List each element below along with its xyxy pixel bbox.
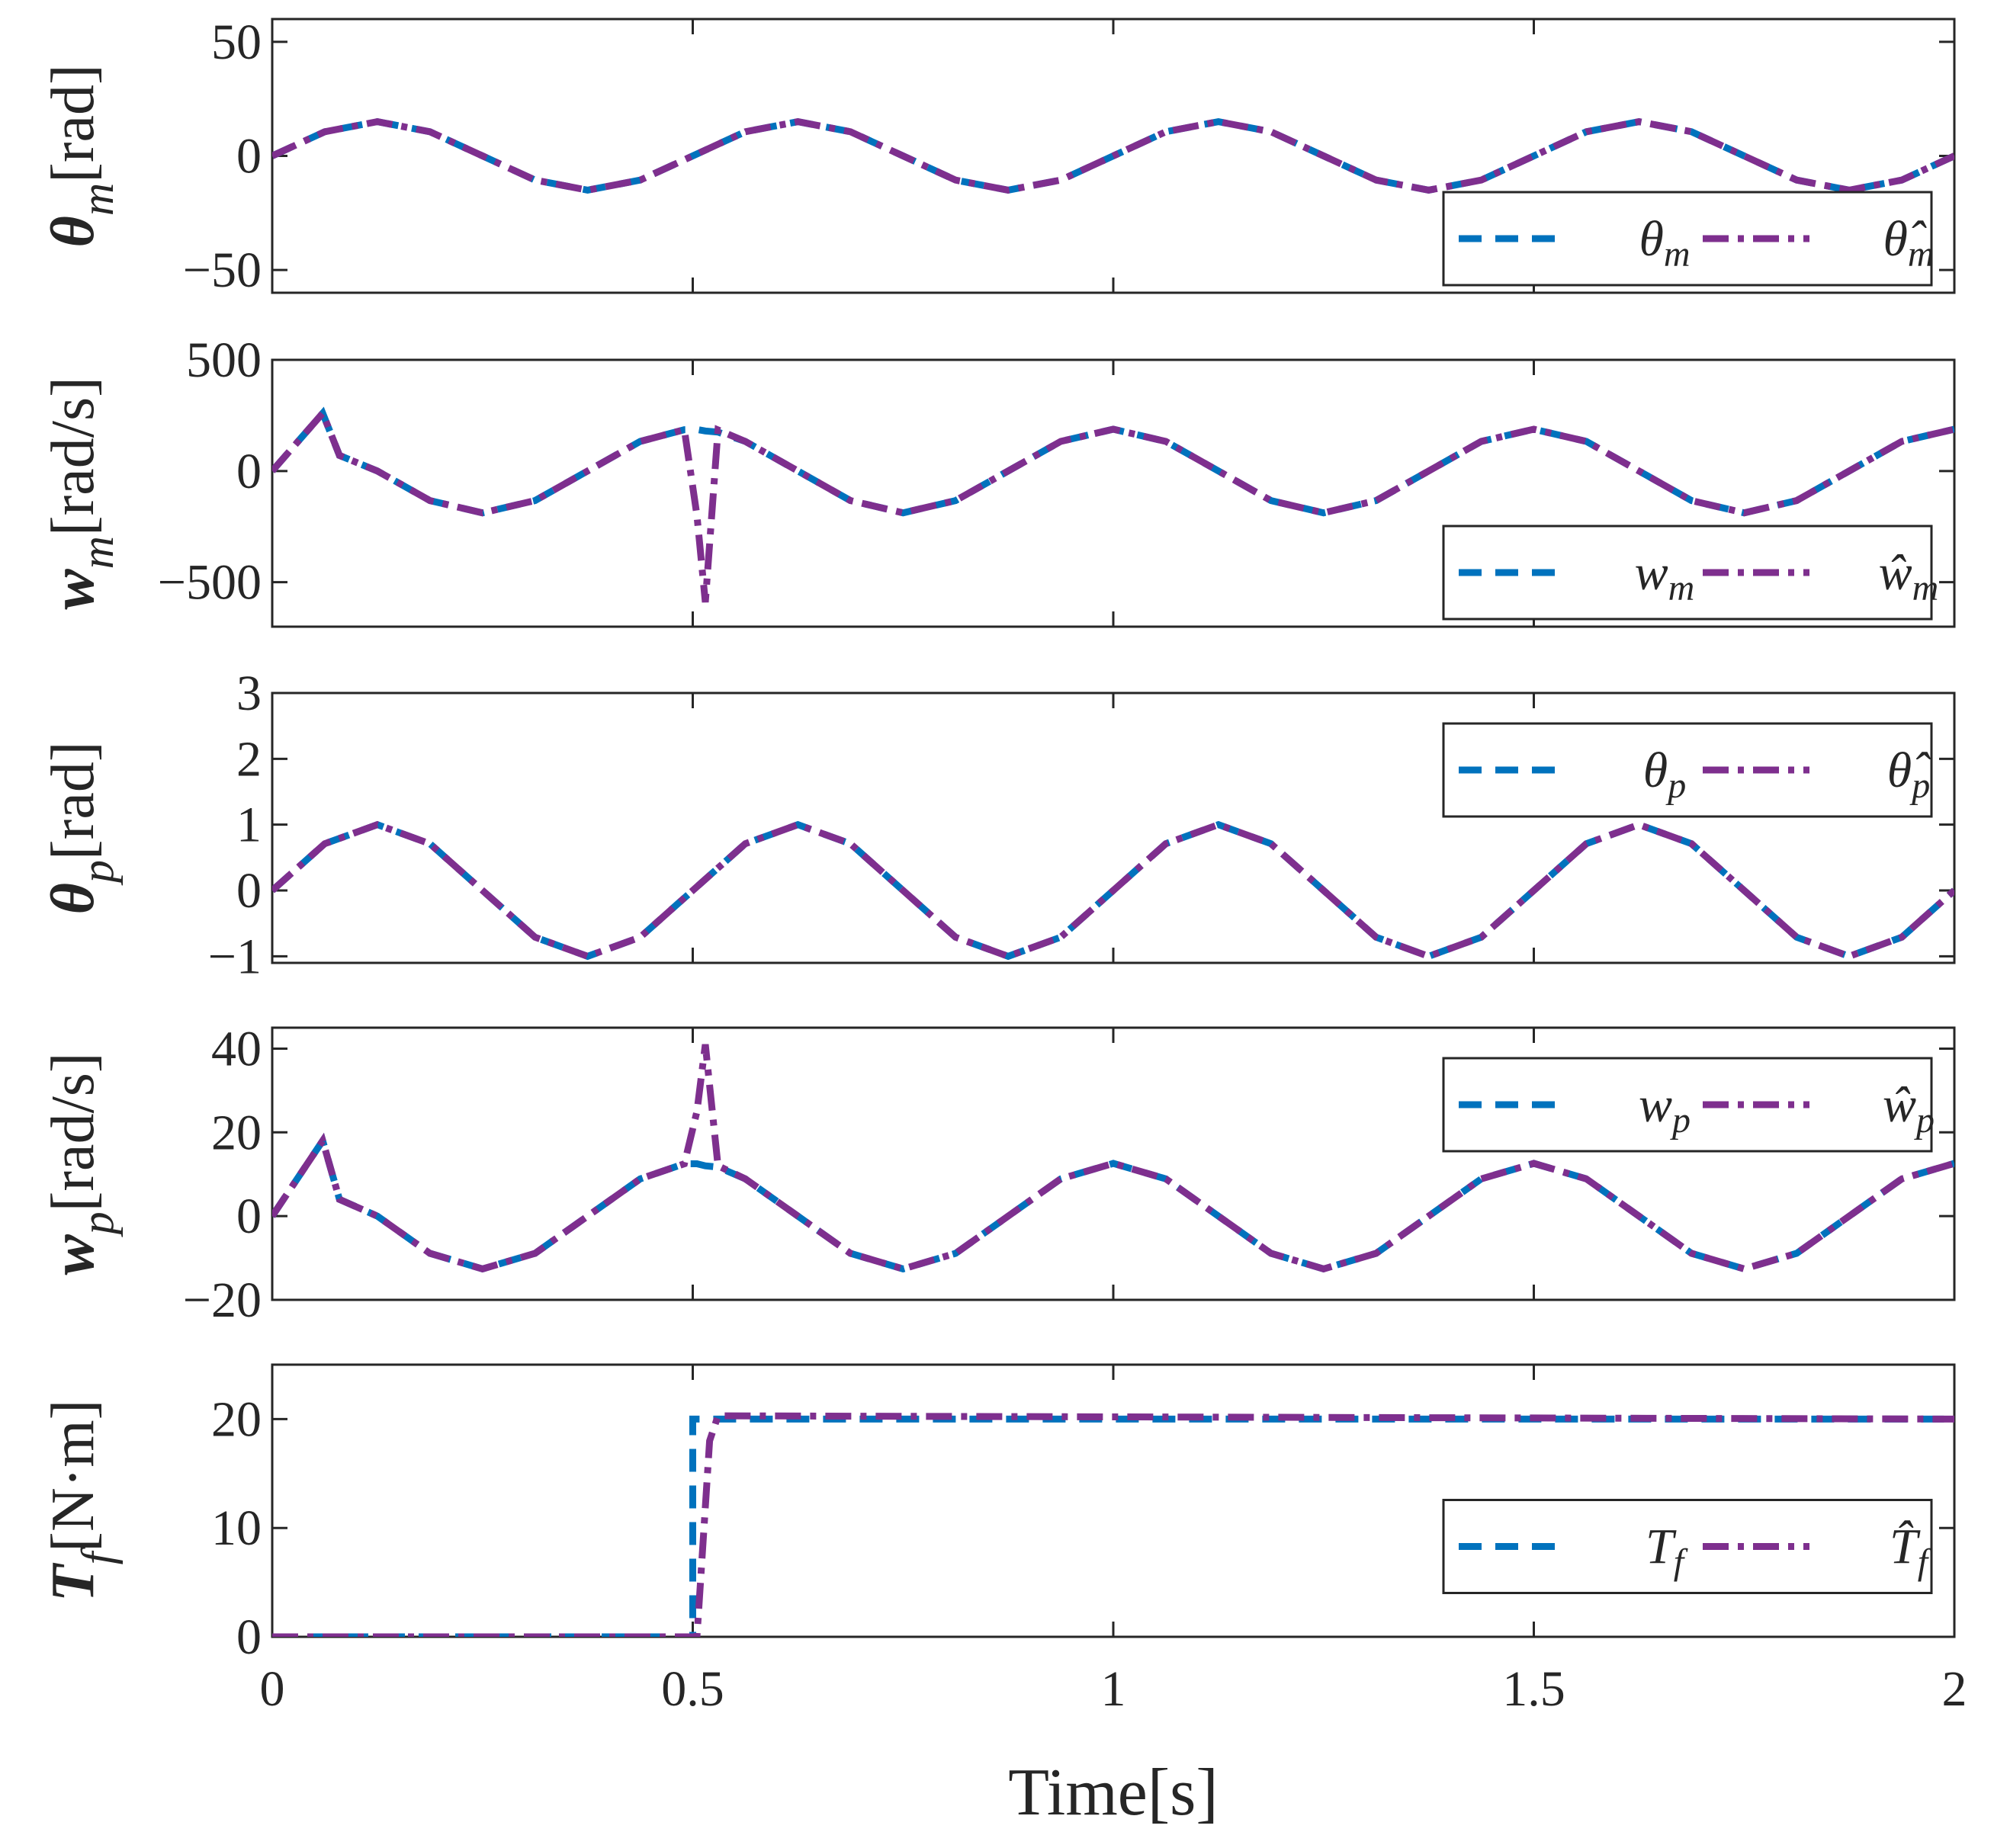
legend-label: T̂f xyxy=(1890,1519,1932,1583)
x-axis-label: Time[s] xyxy=(1008,1756,1218,1830)
y-tick-label: 0 xyxy=(236,444,262,499)
y-tick-label: −500 xyxy=(158,555,262,611)
legend-box xyxy=(1442,1499,1933,1594)
y-tick-label: −50 xyxy=(183,242,262,298)
y-tick-label: 20 xyxy=(211,1105,262,1160)
legend-label: θ̂p xyxy=(1887,743,1931,806)
y-axis-label: θp[rad] xyxy=(40,742,123,915)
y-tick-label: 0 xyxy=(236,1189,262,1244)
x-tick-label: 0.5 xyxy=(661,1661,724,1717)
y-tick-label: 1 xyxy=(236,797,262,853)
y-tick-label: 2 xyxy=(236,731,262,787)
legend-box xyxy=(1442,191,1933,287)
series-line xyxy=(272,820,1954,961)
y-tick-label: 0 xyxy=(236,129,262,184)
x-tick-label: 0 xyxy=(260,1661,285,1717)
y-tick-label: 0 xyxy=(236,863,262,919)
legend-label: θp xyxy=(1643,743,1686,806)
y-axis-label: wp[rad/s] xyxy=(40,1052,123,1275)
y-tick-label: 40 xyxy=(211,1021,262,1076)
x-tick-label: 2 xyxy=(1942,1661,1967,1717)
legend-label: wp xyxy=(1639,1077,1691,1141)
y-tick-label: −1 xyxy=(208,929,262,984)
y-axis-label: Tf[N·m] xyxy=(40,1400,123,1602)
legend-label: θm xyxy=(1639,211,1690,274)
y-tick-label: 20 xyxy=(211,1391,262,1447)
y-tick-label: 10 xyxy=(211,1500,262,1556)
y-tick-label: 0 xyxy=(236,1609,262,1665)
y-tick-label: 500 xyxy=(186,332,262,388)
y-axis-label: wm[rad/s] xyxy=(40,377,123,610)
legend-label: wm xyxy=(1635,545,1695,608)
y-tick-label: −20 xyxy=(183,1272,262,1328)
series-line xyxy=(272,118,1954,194)
legend-box xyxy=(1442,722,1933,818)
legend-box xyxy=(1442,525,1933,621)
x-tick-label: 1.5 xyxy=(1502,1661,1565,1717)
y-tick-label: 50 xyxy=(211,14,262,70)
series-line xyxy=(272,406,1954,603)
legend-label: ŵm xyxy=(1879,545,1939,608)
legend-label: ŵp xyxy=(1883,1077,1935,1141)
legend-box xyxy=(1442,1057,1933,1153)
x-tick-label: 1 xyxy=(1101,1661,1126,1717)
y-axis-label: θm[rad] xyxy=(40,64,123,247)
series-line xyxy=(272,1412,1954,1637)
y-tick-label: 3 xyxy=(236,666,262,721)
series-line xyxy=(272,1044,1954,1273)
